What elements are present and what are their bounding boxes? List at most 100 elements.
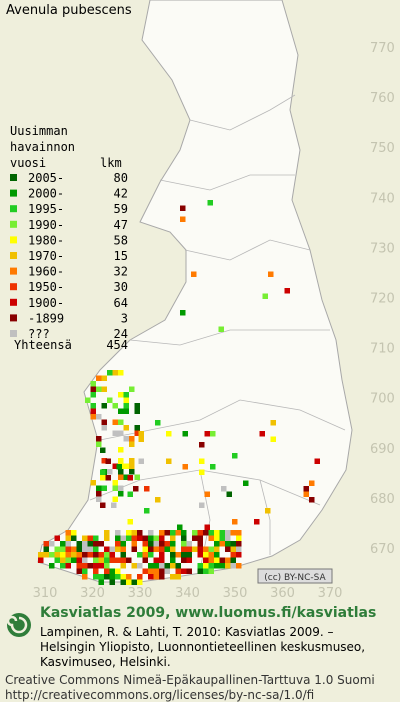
observation-square <box>148 530 154 536</box>
north-label: 770 <box>370 41 395 56</box>
north-label: 680 <box>370 492 395 507</box>
observation-square <box>134 474 140 480</box>
observation-square <box>105 475 111 481</box>
legend-count-header: lkm <box>100 156 122 170</box>
observation-square <box>309 497 315 503</box>
observation-square <box>120 535 126 541</box>
observation-square <box>115 541 121 547</box>
observation-square <box>87 546 93 552</box>
observation-square <box>214 530 220 536</box>
observation-square <box>199 442 205 448</box>
observation-square <box>186 552 192 558</box>
observation-square <box>96 375 102 381</box>
observation-square <box>112 430 118 436</box>
legend-count: 64 <box>114 296 128 310</box>
observation-square <box>126 535 132 541</box>
observation-square <box>126 530 132 536</box>
observation-square <box>137 563 143 569</box>
observation-square <box>182 464 188 470</box>
observation-square <box>225 530 231 536</box>
observation-square <box>96 491 102 497</box>
observation-square <box>129 458 135 464</box>
observation-square <box>104 574 110 580</box>
observation-square <box>192 530 198 536</box>
legend-count: 42 <box>114 187 128 201</box>
observation-square <box>225 563 231 569</box>
observation-square <box>186 546 192 552</box>
observation-square <box>118 419 124 425</box>
observation-square <box>175 552 181 558</box>
observation-square <box>65 557 71 563</box>
legend-header: Uusimman <box>10 124 68 138</box>
observation-square <box>170 530 176 536</box>
legend-label: ??? <box>28 327 50 341</box>
observation-square <box>134 403 140 409</box>
citation-line: Helsingin Yliopisto, Luonnontieteellinen… <box>40 640 365 654</box>
observation-square <box>137 574 143 580</box>
observation-square <box>65 541 71 547</box>
observation-square <box>118 469 124 475</box>
observation-square <box>112 463 118 469</box>
observation-square <box>96 386 102 392</box>
observation-square <box>153 535 159 541</box>
legend-label: 2005- <box>28 171 64 185</box>
observation-square <box>148 568 154 574</box>
north-label: 740 <box>370 191 395 206</box>
observation-square <box>265 508 271 514</box>
observation-square <box>129 386 135 392</box>
observation-square <box>93 541 99 547</box>
observation-square <box>236 552 242 558</box>
legend-label: 1990- <box>28 218 64 232</box>
observation-square <box>49 552 55 558</box>
observation-square <box>115 530 121 536</box>
observation-square <box>120 541 126 547</box>
observation-square <box>207 200 213 206</box>
observation-square <box>123 408 129 414</box>
east-label: 370 <box>318 586 343 601</box>
east-label: 330 <box>128 586 153 601</box>
observation-square <box>191 271 197 277</box>
observation-square <box>180 216 186 222</box>
observation-square <box>49 563 55 569</box>
observation-square <box>170 574 176 580</box>
observation-square <box>93 535 99 541</box>
observation-square <box>76 557 82 563</box>
observation-square <box>54 535 60 541</box>
observation-square <box>116 464 122 470</box>
observation-square <box>159 574 165 580</box>
observation-square <box>214 535 220 541</box>
legend-header: havainnon <box>10 140 75 154</box>
observation-square <box>109 574 115 580</box>
observation-square <box>159 541 165 547</box>
observation-square <box>120 579 126 585</box>
observation-square <box>82 546 88 552</box>
observation-square <box>138 458 144 464</box>
observation-square <box>203 557 209 563</box>
observation-square <box>123 436 129 442</box>
observation-square <box>118 458 124 464</box>
observation-square <box>164 568 170 574</box>
east-label: 360 <box>270 586 295 601</box>
observation-square <box>38 557 44 563</box>
legend-swatch <box>10 314 17 322</box>
observation-square <box>208 535 214 541</box>
observation-square <box>181 552 187 558</box>
legend-count: 32 <box>114 265 128 279</box>
observation-square <box>166 458 172 464</box>
observation-square <box>232 453 238 459</box>
observation-square <box>131 563 137 569</box>
legend-label: 1995- <box>28 202 64 216</box>
observation-square <box>175 568 181 574</box>
observation-square <box>214 552 220 558</box>
observation-square <box>197 568 203 574</box>
observation-square <box>93 546 99 552</box>
observation-square <box>129 436 135 442</box>
observation-square <box>199 469 205 475</box>
observation-square <box>123 403 129 409</box>
legend-count: 15 <box>114 249 128 263</box>
observation-square <box>144 508 150 514</box>
observation-square <box>115 568 121 574</box>
observation-square <box>82 557 88 563</box>
observation-square <box>186 541 192 547</box>
observation-square <box>210 464 216 470</box>
